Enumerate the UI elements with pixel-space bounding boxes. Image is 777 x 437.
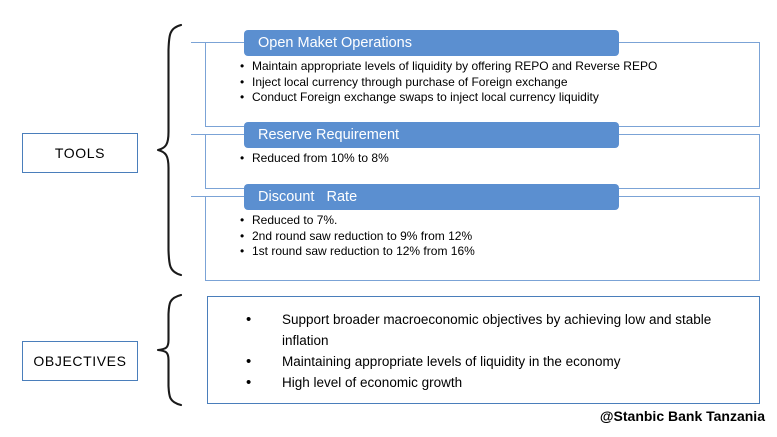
tool-card-reserve-requirement[interactable]: Reserve Requirement • Reduced from 10% t… — [205, 122, 760, 189]
tool-bullet: • Conduct Foreign exchange swaps to inje… — [240, 90, 745, 106]
bullet-point-icon: • — [246, 353, 252, 370]
tool-card-body-open-market-operations: • Maintain appropriate levels of liquidi… — [206, 59, 759, 106]
tool-bullet: • Maintain appropriate levels of liquidi… — [240, 59, 745, 75]
tool-card-header-open-market-operations: Open Maket Operations — [244, 30, 619, 56]
objective-text: Maintaining appropriate levels of liquid… — [282, 354, 621, 369]
tool-bullet: • 2nd round saw reduction to 9% from 12% — [240, 228, 745, 245]
bullet-point-icon: • — [240, 74, 245, 89]
tool-card-discount-rate[interactable]: Discount Rate • Reduced to 7%. • 2nd rou… — [205, 184, 760, 281]
tool-bullet-text: Reduced to 7%. — [252, 213, 338, 227]
tool-card-title: Open Maket Operations — [258, 34, 412, 51]
tool-bullet-text: Conduct Foreign exchange swaps to inject… — [252, 90, 599, 104]
category-label-objectives: OBJECTIVES — [33, 353, 127, 369]
bullet-point-icon: • — [240, 213, 245, 227]
objectives-card[interactable]: • Support broader macroeconomic objectiv… — [207, 296, 760, 404]
tool-bullet-text: Maintain appropriate levels of liquidity… — [252, 59, 658, 73]
tool-bullet: • Reduced to 7%. — [240, 213, 745, 229]
tool-card-title: Discount Rate — [258, 188, 358, 205]
tool-bullet: • Reduced from 10% to 8% — [240, 151, 745, 167]
objective-item: • Maintaining appropriate levels of liqu… — [226, 351, 745, 372]
tool-bullet-text: 2nd round saw reduction to 9% from 12% — [252, 228, 473, 243]
bullet-point-icon: • — [240, 151, 245, 165]
objective-item: • High level of economic growth — [226, 372, 745, 393]
tool-bullet-text: 1st round saw reduction to 12% from 16% — [252, 244, 475, 258]
bullet-point-icon: • — [240, 228, 245, 243]
bullet-point-icon: • — [246, 374, 252, 391]
bullet-point-icon: • — [240, 59, 245, 73]
tool-card-header-reserve-requirement: Reserve Requirement — [244, 122, 619, 148]
objective-item: • Support broader macroeconomic objectiv… — [226, 309, 745, 351]
tool-card-title: Reserve Requirement — [258, 126, 400, 143]
category-label-tools: TOOLS — [54, 145, 106, 161]
tool-bullet-text: Inject local currency through purchase o… — [252, 74, 568, 89]
footer-credit: @Stanbic Bank Tanzania — [599, 408, 765, 424]
tool-card-body-reserve-requirement: • Reduced from 10% to 8% — [206, 151, 759, 167]
tool-bullet: • Inject local currency through purchase… — [240, 74, 745, 91]
objective-text: High level of economic growth — [282, 375, 463, 390]
tool-card-body-discount-rate: • Reduced to 7%. • 2nd round saw reducti… — [206, 213, 759, 260]
bullet-point-icon: • — [240, 90, 245, 104]
bullet-point-icon: • — [246, 311, 252, 328]
brace-objectives — [156, 293, 183, 407]
brace-tools — [156, 23, 183, 277]
tool-bullet: • 1st round saw reduction to 12% from 16… — [240, 244, 745, 260]
tool-bullet-text: Reduced from 10% to 8% — [252, 151, 389, 165]
bullet-point-icon: • — [240, 244, 245, 258]
tool-card-open-market-operations[interactable]: Open Maket Operations • Maintain appropr… — [205, 30, 760, 127]
category-box-tools[interactable]: TOOLS — [22, 133, 138, 173]
tool-card-header-discount-rate: Discount Rate — [244, 184, 619, 210]
category-box-objectives[interactable]: OBJECTIVES — [22, 341, 138, 381]
objective-text: Support broader macroeconomic objectives… — [282, 312, 712, 348]
